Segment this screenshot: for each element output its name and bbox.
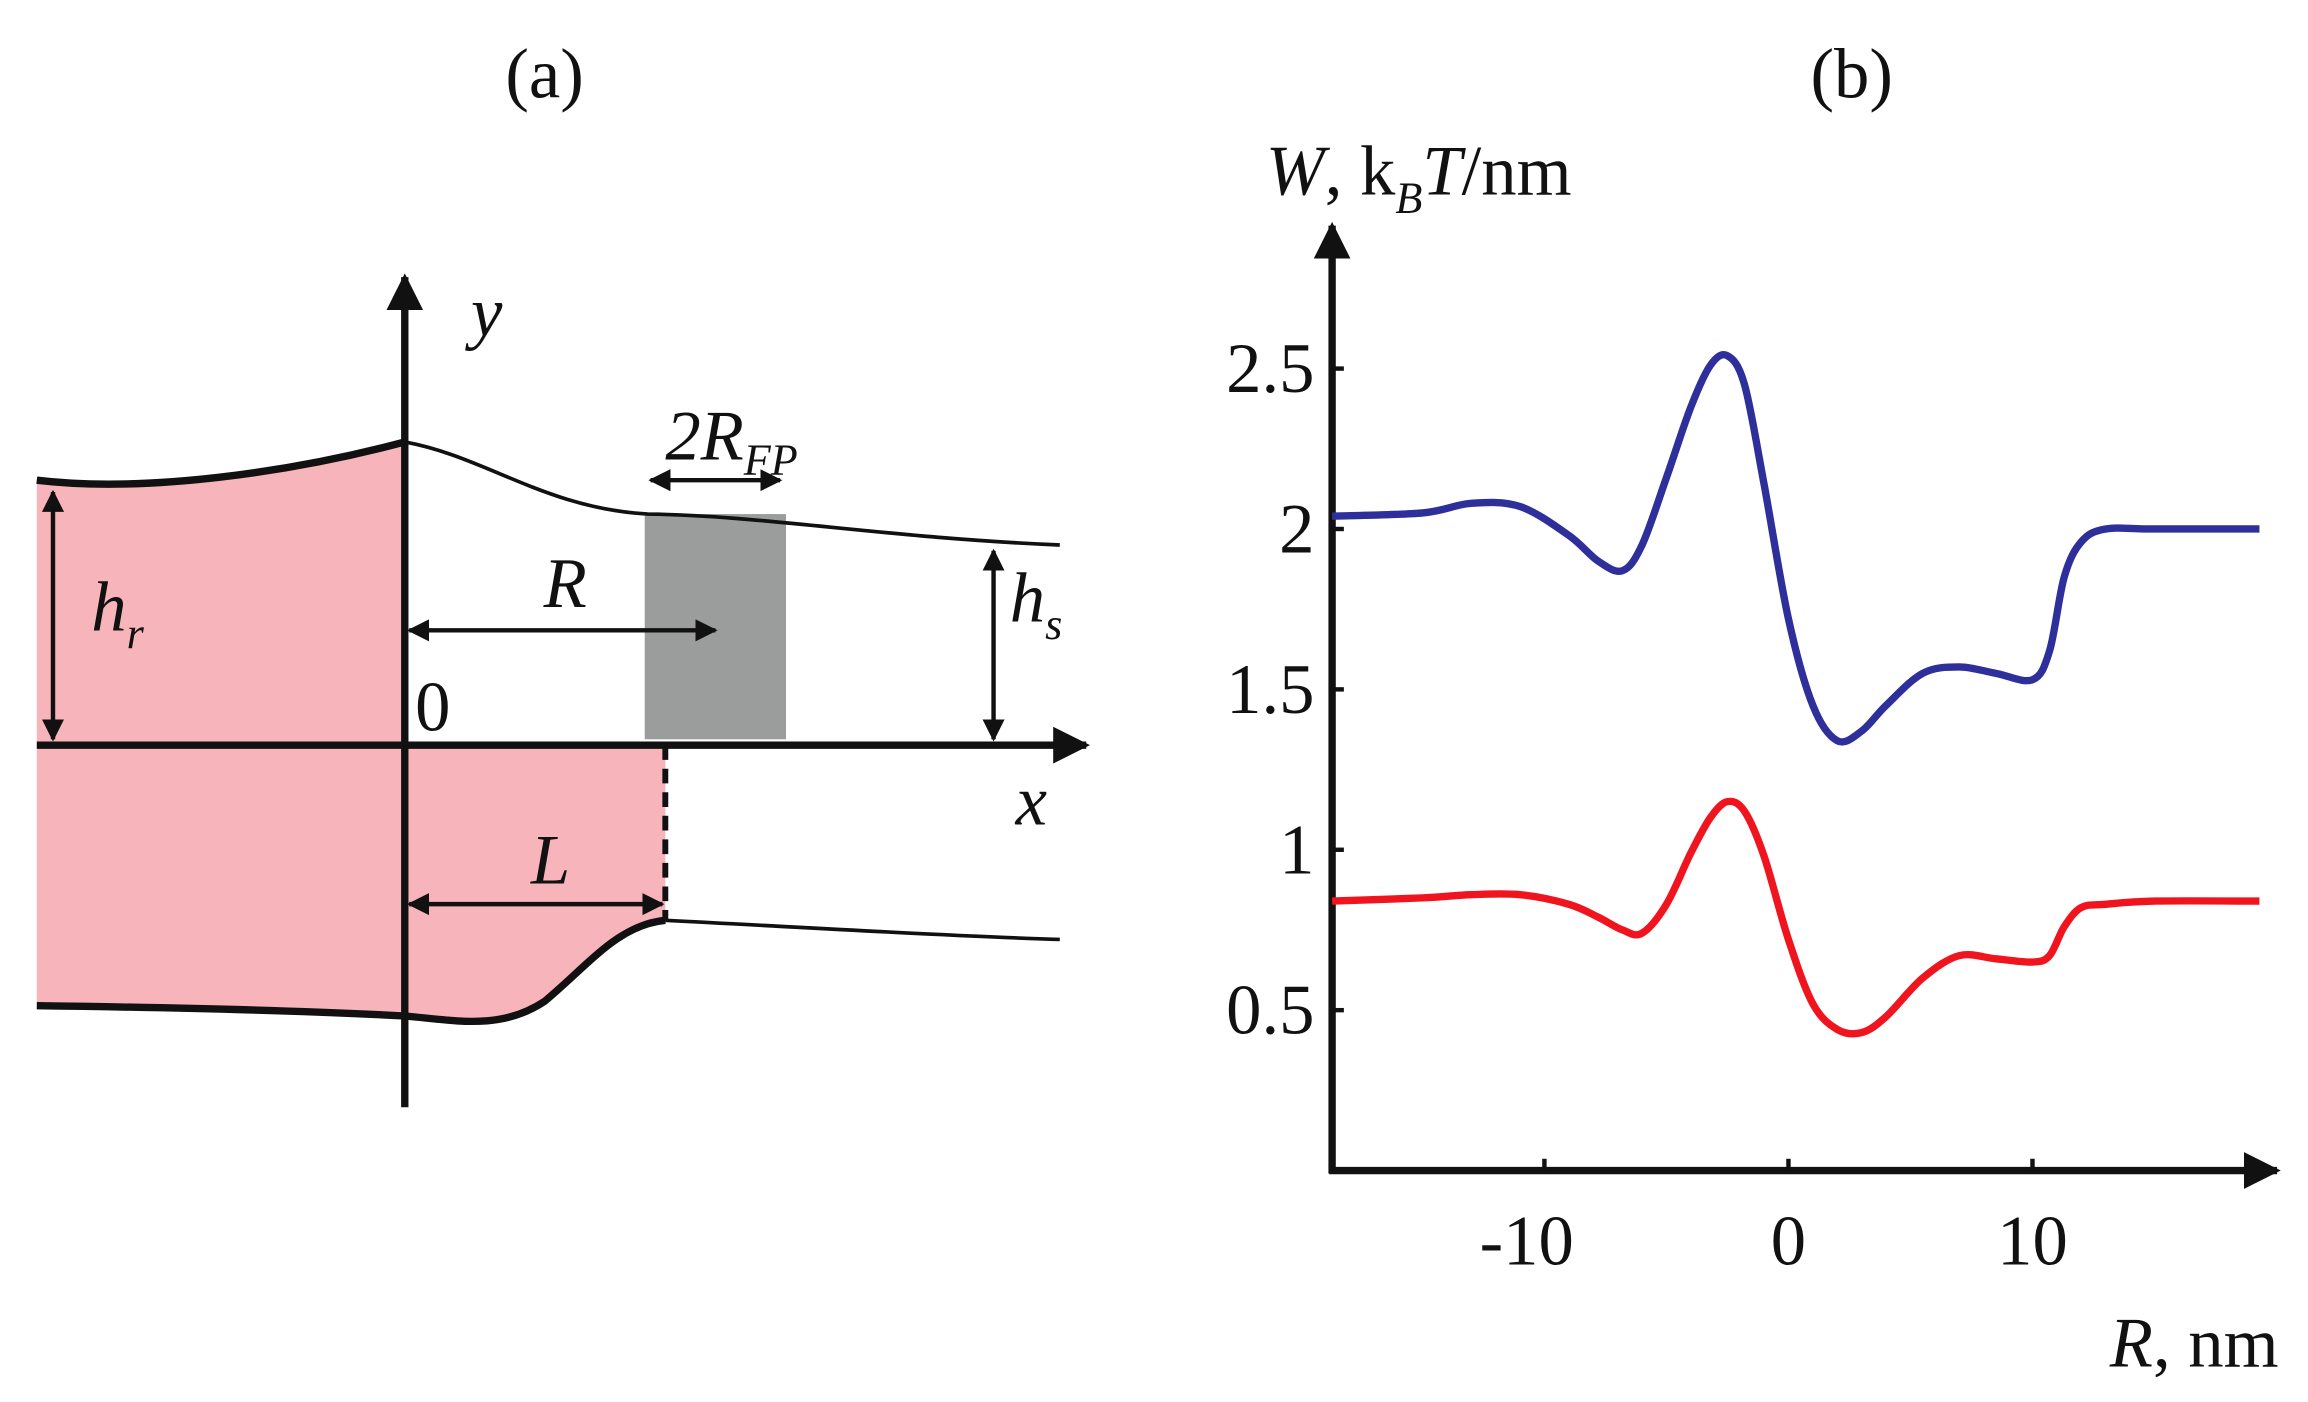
- y-tick-label: 1: [1279, 811, 1314, 889]
- hr-label: hr: [91, 568, 144, 658]
- hs-sub: s: [1045, 600, 1062, 649]
- y-axis-title: W, kBT/nm: [1266, 133, 1572, 223]
- hs-main: h: [1010, 560, 1045, 638]
- y-tick-label: 2: [1279, 491, 1314, 569]
- hs-label: hs: [1010, 560, 1063, 650]
- chart-title: (b): [1811, 36, 1893, 114]
- y-axis-label: y: [465, 274, 503, 352]
- data-line: [1331, 797, 2260, 1038]
- x-tick-label: -10: [1480, 1203, 1574, 1281]
- x-axis-title: R, nm: [2109, 1304, 2279, 1382]
- data-line: [1331, 351, 2260, 746]
- y-title-4: T: [1422, 133, 1466, 211]
- panel-b: (b) W, kBT/nm R, nm 0.5 1 1.5 2 2.5 -10 0 10: [1226, 36, 2281, 1382]
- gray-block: [644, 514, 787, 740]
- x-axis-label: x: [1015, 763, 1047, 841]
- r-label: R: [543, 545, 587, 623]
- y-title-2: , k: [1325, 133, 1396, 211]
- bottom-thin-curve: [665, 918, 1060, 942]
- panel-label: (a): [505, 36, 583, 114]
- y-title-5: /nm: [1462, 133, 1572, 211]
- x-tick-label: 10: [1997, 1203, 2068, 1281]
- l-label: L: [530, 822, 570, 900]
- bottom-thick-curve: [36, 916, 666, 1026]
- y-title-1: W: [1266, 133, 1331, 211]
- fp-sub: FP: [743, 435, 798, 484]
- y-tick-label: 2.5: [1226, 330, 1314, 408]
- origin-label: 0: [415, 668, 450, 746]
- x-title-1: R: [2109, 1304, 2153, 1382]
- top-thick-curve: [36, 438, 406, 488]
- y-title-3: B: [1395, 173, 1422, 222]
- y-tick-label: 0.5: [1226, 972, 1314, 1050]
- hr-sub: r: [127, 609, 145, 658]
- x-tick-label: 0: [1771, 1203, 1806, 1281]
- hr-main: h: [91, 568, 126, 646]
- y-tick-label: 1.5: [1226, 651, 1314, 729]
- top-thin-curve: [404, 440, 1060, 547]
- x-title-2: , nm: [2153, 1304, 2279, 1382]
- fp-label: 2RFP: [665, 398, 797, 485]
- fp-main: 2R: [665, 398, 743, 476]
- panel-a: (a) y x 0 R L 2RFP hr hs: [36, 36, 1090, 1108]
- pink-region: [36, 441, 666, 1021]
